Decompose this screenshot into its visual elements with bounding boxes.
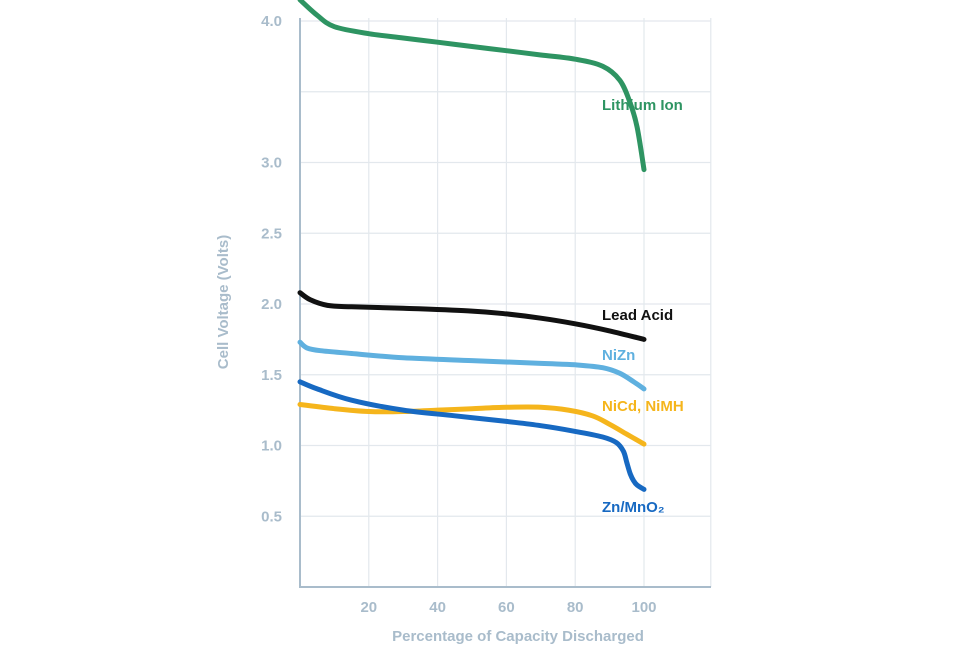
- x-tick-label: 80: [567, 599, 584, 616]
- tick-labels: 20 40 60 80 100 0.5 1.0 1.5 2.0 2.5 3.0 4.0: [261, 13, 656, 616]
- series-labels: Lithium Ion Lead Acid NiZn NiCd, NiMH Zn/MnO…: [602, 97, 684, 516]
- series-label-nizn: NiZn: [602, 347, 635, 364]
- series-label-nicd-nimh: NiCd, NiMH: [602, 398, 684, 415]
- y-tick-label: 1.0: [261, 438, 282, 455]
- x-tick-label: 60: [498, 599, 515, 616]
- series-line-zn-mno: [297, 379, 647, 492]
- y-tick-label: 2.5: [261, 225, 282, 242]
- x-tick-label: 40: [429, 599, 446, 616]
- series-line-lead-acid: [297, 290, 647, 342]
- y-tick-label: 4.0: [261, 13, 282, 30]
- series-label-lithium-ion: Lithium Ion: [602, 97, 683, 114]
- series-label-zn-mno: Zn/MnO₂: [602, 499, 664, 516]
- x-axis-title: Percentage of Capacity Discharged: [392, 628, 644, 645]
- y-axis-title: Cell Voltage (Volts): [215, 235, 232, 369]
- y-tick-label: 0.5: [261, 508, 282, 525]
- x-tick-label: 100: [631, 599, 656, 616]
- y-tick-label: 1.5: [261, 367, 282, 384]
- y-tick-label: 2.0: [261, 296, 282, 313]
- axes: [299, 18, 711, 588]
- series-line-lithium-ion: [297, 0, 647, 173]
- y-tick-label: 3.0: [261, 155, 282, 172]
- series: [297, 0, 647, 492]
- grid: [300, 18, 712, 587]
- x-tick-label: 20: [360, 599, 377, 616]
- series-label-lead-acid: Lead Acid: [602, 307, 673, 324]
- series-line-nicd-nimh: [297, 402, 647, 447]
- series-line-nizn: [297, 339, 647, 392]
